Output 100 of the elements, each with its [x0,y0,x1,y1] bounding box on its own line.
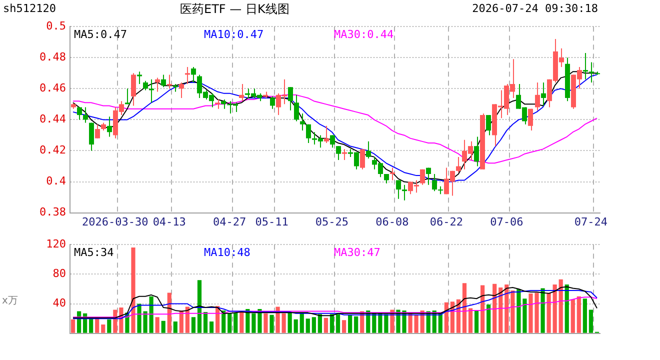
y-tick-label: 0.5 [46,19,66,32]
bar [336,314,340,333]
bar [576,296,581,333]
bar [516,289,521,333]
candlestick [131,72,136,106]
bar [450,302,454,333]
bar [324,318,328,333]
candlestick [583,52,588,80]
bar [270,314,274,333]
x-tick-label: 06-22 [430,215,463,228]
bar [510,290,515,333]
candlestick [432,174,437,192]
candlestick [528,108,533,132]
bar [282,313,286,333]
bar [318,314,322,333]
x-tick-label: 06-08 [376,215,409,228]
candlestick [185,66,190,85]
bar [522,298,527,333]
bar [384,314,388,333]
bar [354,316,358,333]
candlestick [420,168,425,186]
candlestick [89,122,94,152]
candlestick [161,74,166,88]
candlestick [342,148,347,161]
bar [191,317,196,333]
text: MA10:0.47 [204,28,264,41]
bar [300,313,304,333]
bar [252,313,256,333]
y-tick-label: 0.42 [40,144,66,157]
bar [167,292,172,333]
candlestick [390,167,395,181]
x-tick-label: 05-11 [255,215,288,228]
bar [468,308,473,333]
bar [480,285,485,333]
bar [240,311,244,333]
bar [228,313,232,333]
candlestick [288,86,293,111]
candlestick [589,62,594,83]
chart-title: 医药ETF — 日K线图 [180,1,290,18]
x-tick-label: 04-27 [213,215,246,228]
bar [209,322,214,333]
bar [234,312,238,333]
bar [173,322,178,333]
y-tick-label: 0.44 [40,112,66,126]
candlestick [143,80,148,91]
bar [222,310,226,333]
bar [558,279,563,333]
candlestick [107,116,112,138]
candlestick [191,66,196,83]
text: MA30:47 [334,246,380,259]
x-tick-label: 05-25 [315,215,349,228]
bar [444,302,448,333]
candlestick [360,148,365,170]
candlestick [384,174,389,184]
candlestick [366,140,371,159]
candlestick [336,146,341,161]
candlestick [486,114,491,136]
candlestick [300,112,305,132]
candlestick [77,106,82,120]
candlestick [83,106,88,124]
candlestick [167,74,172,90]
candlestick [535,82,540,111]
candlestick [155,77,160,92]
bar [474,310,479,333]
candlestick [324,125,329,144]
bar [306,318,310,333]
candlestick [402,184,407,201]
y-axis-title: x万 [2,296,18,307]
bar [348,314,352,333]
candlestick [541,82,546,106]
text: MA30:0.44 [334,28,394,41]
bar [288,312,292,333]
bar [588,310,594,333]
bar [107,319,112,333]
candlestick [330,134,335,148]
bar [342,320,346,333]
bar [330,314,334,333]
bar [294,319,298,333]
x-tick-label: 2026-03-30 [82,215,148,228]
y-tick-label: 0.4 [46,174,66,188]
y-tick-label: 0.48 [40,50,66,64]
bar [101,324,106,333]
bar [498,288,503,333]
x-tick-label: 07-24 [574,215,608,228]
text: MA5:0.47 [74,28,127,41]
candlestick [95,124,100,139]
bar [540,288,545,333]
bar [582,298,587,333]
y-tick-label: 40 [52,296,66,310]
text: 2026-07-24 09:30:18 [472,2,598,15]
chart-subtitle: sh512120 [3,2,56,15]
bar [264,313,268,333]
candlestick [149,78,154,104]
y-tick-label: 0.38 [40,206,66,219]
y-tick-label: 0.46 [40,82,66,95]
bar [89,318,94,333]
candlestick [270,96,275,110]
candlestick [221,99,226,110]
y-tick-label: 80 [52,267,66,280]
bar [492,284,497,333]
